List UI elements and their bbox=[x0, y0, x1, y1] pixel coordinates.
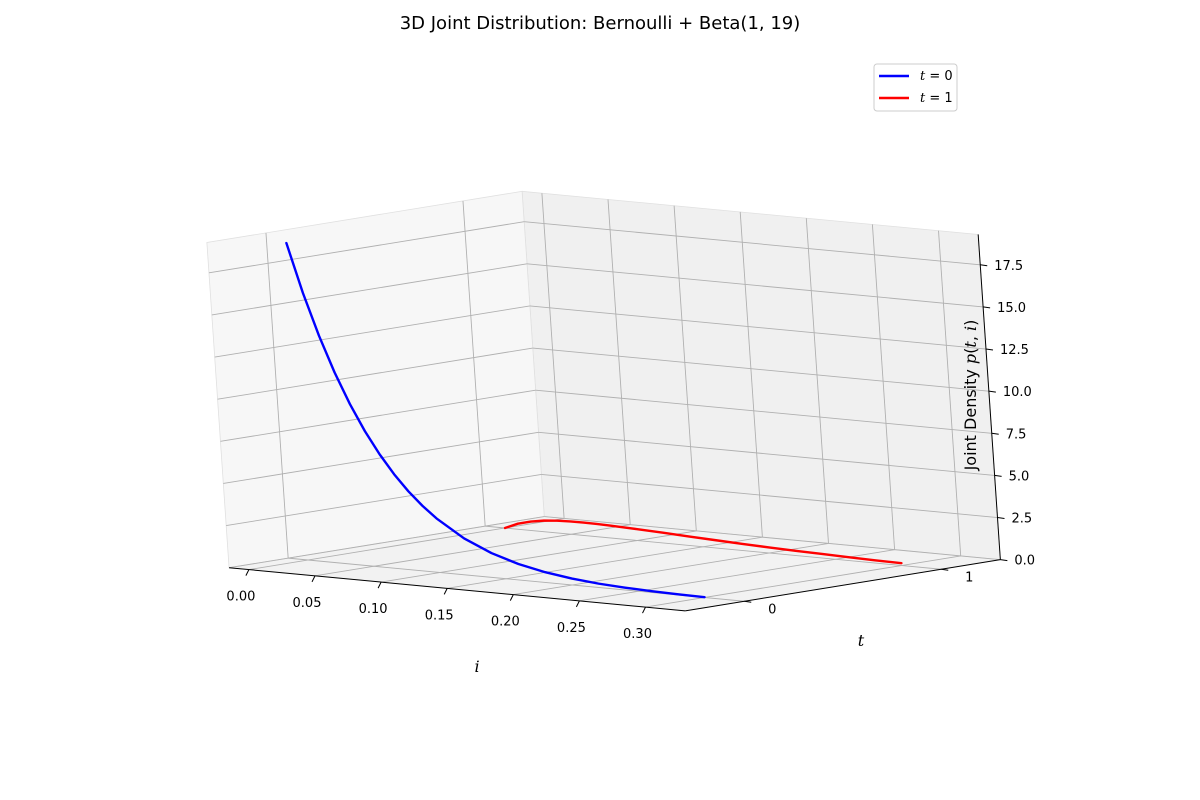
z-axis-label: Joint Density p(t, i) bbox=[961, 320, 980, 472]
z-tick bbox=[991, 432, 999, 435]
y-gridline bbox=[485, 525, 942, 570]
x-tick-label: 0.05 bbox=[293, 596, 322, 611]
x-tick-label: 0.10 bbox=[359, 602, 388, 617]
z-gridline bbox=[524, 221, 981, 266]
x-tick bbox=[642, 606, 646, 614]
x-tick bbox=[443, 588, 448, 595]
z-tick bbox=[1000, 559, 1008, 562]
z-gridline bbox=[217, 347, 533, 400]
x-tick-label: 0.00 bbox=[226, 590, 255, 605]
y-gridline bbox=[265, 232, 289, 559]
z-gridline bbox=[535, 389, 992, 434]
x-tick bbox=[245, 569, 250, 576]
x-tick-label: 0.20 bbox=[491, 615, 520, 630]
z-axis-line bbox=[977, 234, 1001, 560]
x-gridline bbox=[314, 524, 631, 577]
x-tick-label: 0.30 bbox=[623, 627, 652, 642]
axes-lines bbox=[229, 234, 1001, 612]
y-tick-label: 0 bbox=[768, 602, 776, 617]
x-tick bbox=[575, 600, 580, 608]
z-tick-label: 5.0 bbox=[1009, 469, 1030, 484]
x-gridline bbox=[513, 542, 829, 596]
y-tick-label: 1 bbox=[965, 570, 973, 585]
z-tick-label: 7.5 bbox=[1006, 427, 1027, 442]
z-tick-label: 12.5 bbox=[1000, 343, 1029, 358]
x-gridline bbox=[447, 536, 763, 589]
z-tick bbox=[988, 390, 996, 393]
z-tick bbox=[985, 348, 994, 351]
x-gridline bbox=[938, 230, 962, 556]
legend-label-1: t = 1 bbox=[920, 91, 953, 106]
x-gridline bbox=[381, 530, 697, 583]
legend-label-0: t = 0 bbox=[920, 69, 953, 84]
z-tick-label: 0.0 bbox=[1014, 554, 1035, 569]
z-gridline bbox=[208, 221, 525, 274]
x-axis-label: i bbox=[474, 657, 479, 676]
x-tick bbox=[377, 581, 382, 589]
x-gridline bbox=[645, 555, 961, 608]
z-tick bbox=[994, 474, 1002, 477]
series-line-0 bbox=[285, 241, 706, 599]
z-gridline bbox=[211, 263, 528, 316]
x-gridline bbox=[541, 193, 565, 519]
y-axis-label: t bbox=[858, 631, 865, 650]
y-gridline bbox=[462, 200, 486, 527]
z-tick-label: 15.0 bbox=[997, 301, 1026, 316]
z-gridline bbox=[538, 431, 995, 476]
x-gridline bbox=[673, 205, 697, 531]
z-tick-label: 17.5 bbox=[994, 259, 1023, 274]
z-gridline bbox=[544, 516, 1001, 561]
z-tick bbox=[980, 264, 988, 267]
x-gridline bbox=[607, 199, 631, 525]
x-tick bbox=[509, 594, 514, 601]
y-tick bbox=[941, 568, 949, 571]
z-tick-label: 10.0 bbox=[1003, 385, 1032, 400]
z-gridline bbox=[220, 389, 536, 442]
x-gridline bbox=[579, 549, 895, 602]
y-tick bbox=[744, 600, 752, 603]
x-tick bbox=[311, 575, 316, 583]
z-tick bbox=[997, 517, 1005, 520]
x-gridline bbox=[739, 211, 763, 538]
y-axis-line bbox=[685, 559, 1001, 612]
z-gridline bbox=[228, 516, 545, 569]
x-tick-label: 0.15 bbox=[425, 608, 454, 623]
x-axis-line bbox=[229, 567, 686, 612]
chart-title: 3D Joint Distribution: Bernoulli + Beta(… bbox=[400, 13, 801, 34]
legend: t = 0 t = 1 bbox=[873, 63, 958, 112]
z-tick-label: 2.5 bbox=[1011, 512, 1032, 527]
side-pane bbox=[206, 190, 545, 569]
back-pane bbox=[521, 190, 1001, 561]
z-gridline bbox=[526, 263, 984, 308]
z-gridline bbox=[529, 305, 987, 350]
z-tick bbox=[983, 306, 991, 309]
x-tick-label: 0.25 bbox=[557, 621, 586, 636]
z-gridline bbox=[541, 473, 998, 518]
series-lines bbox=[285, 241, 903, 599]
z-gridline bbox=[226, 473, 542, 527]
series-line-1 bbox=[503, 519, 903, 565]
x-gridline bbox=[871, 224, 896, 550]
z-gridline bbox=[214, 305, 530, 358]
axes-ticks: 0.00 0.05 0.10 0.15 0.20 0.25 0.30010.02.55.07… bbox=[226, 259, 1035, 642]
axes-grid bbox=[208, 193, 1001, 608]
axes-panes bbox=[206, 190, 1001, 612]
x-gridline bbox=[805, 218, 829, 544]
z-gridline bbox=[532, 347, 989, 392]
